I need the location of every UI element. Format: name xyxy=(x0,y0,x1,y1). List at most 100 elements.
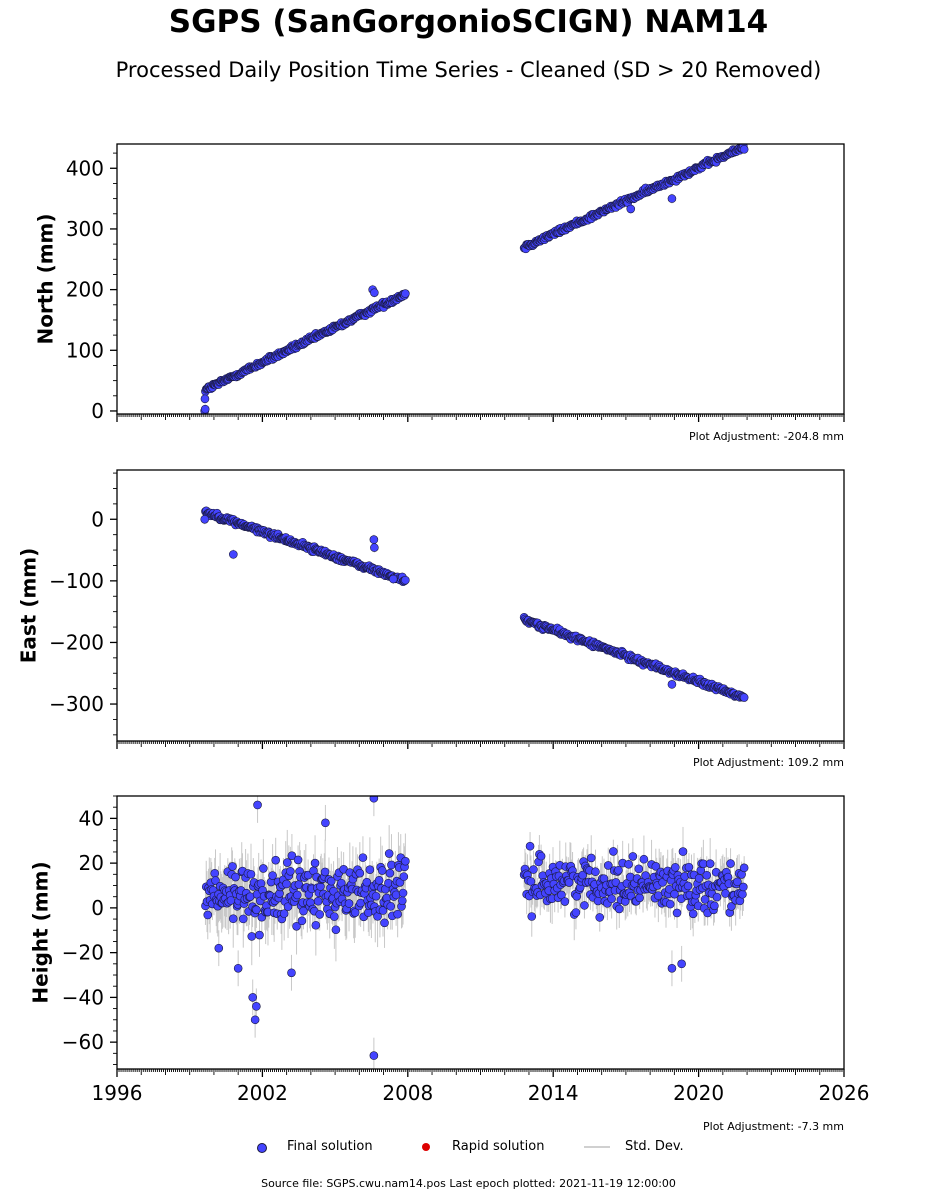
final-point xyxy=(386,902,396,911)
final-point xyxy=(384,849,394,858)
final-point xyxy=(634,864,644,874)
final-point xyxy=(286,867,295,876)
final-point xyxy=(536,851,546,861)
final-point xyxy=(739,693,749,702)
final-point xyxy=(271,855,280,865)
final-point xyxy=(293,890,302,900)
panel-0: 0 100 200 300 400 North (mm) Plot Adjustment: … xyxy=(34,143,845,443)
final-point xyxy=(344,899,354,908)
final-point xyxy=(578,870,588,880)
final-point xyxy=(624,859,633,869)
y-tick-label: −20 xyxy=(62,941,104,965)
final-point xyxy=(250,1015,260,1025)
final-point xyxy=(252,905,261,915)
final-point xyxy=(684,862,694,872)
final-point xyxy=(292,921,301,931)
final-point xyxy=(369,535,379,544)
final-point xyxy=(200,404,210,414)
final-point xyxy=(279,909,289,918)
final-point xyxy=(377,866,387,875)
final-point xyxy=(350,908,360,917)
final-point xyxy=(268,871,277,880)
final-point xyxy=(365,865,375,875)
final-point xyxy=(399,872,409,881)
final-point xyxy=(200,394,210,404)
chart-title: SGPS (SanGorgonioSCIGN) NAM14 xyxy=(168,4,769,40)
x-tick-label: 2026 xyxy=(819,1081,870,1105)
x-tick-label: 2014 xyxy=(528,1081,579,1105)
chart-subtitle: Processed Daily Position Time Series - C… xyxy=(115,58,822,82)
final-point xyxy=(700,895,710,904)
final-point xyxy=(326,876,336,886)
final-point xyxy=(670,889,679,899)
final-point xyxy=(297,916,307,926)
final-point xyxy=(739,145,749,154)
final-point xyxy=(526,877,536,886)
final-point xyxy=(571,908,581,917)
source-footer: Source file: SGPS.cwu.nam14.pos Last epo… xyxy=(261,1177,676,1190)
final-point xyxy=(330,912,339,921)
x-tick-label: 2020 xyxy=(673,1081,724,1105)
final-point xyxy=(639,854,649,864)
final-point xyxy=(248,993,258,1002)
final-point xyxy=(609,847,618,856)
x-tick-label: 2008 xyxy=(382,1081,433,1105)
final-point xyxy=(525,841,535,851)
x-tick-label: 1996 xyxy=(92,1081,143,1105)
final-point xyxy=(401,289,410,298)
y-tick-label: 0 xyxy=(91,896,104,920)
final-point xyxy=(651,862,661,871)
final-point xyxy=(238,914,248,924)
final-point xyxy=(672,908,682,918)
final-point xyxy=(527,912,537,921)
final-point xyxy=(247,932,257,941)
final-point xyxy=(712,892,722,902)
final-point xyxy=(683,881,693,891)
plot-frame xyxy=(116,143,845,415)
final-point xyxy=(671,863,680,872)
final-solution-marker-icon xyxy=(257,1143,267,1153)
final-point xyxy=(591,867,600,877)
final-point xyxy=(253,800,262,810)
y-tick-label: 20 xyxy=(79,851,104,875)
y-tick-label: −60 xyxy=(62,1030,104,1054)
final-point xyxy=(705,859,715,868)
y-tick-label: −100 xyxy=(49,569,104,593)
final-point xyxy=(313,896,323,906)
y-tick-label: 40 xyxy=(79,806,104,830)
final-point xyxy=(358,853,368,862)
final-point xyxy=(369,1051,379,1060)
legend-final-label: Final solution xyxy=(287,1139,373,1154)
final-point xyxy=(702,870,712,880)
legend-rapid-label: Rapid solution xyxy=(452,1139,545,1154)
final-point xyxy=(603,861,613,870)
final-point xyxy=(228,914,238,924)
plot-frame xyxy=(116,795,845,1070)
std-dev-line-icon xyxy=(584,1146,610,1148)
final-point xyxy=(733,877,742,887)
final-point xyxy=(200,514,210,524)
final-point xyxy=(586,853,596,863)
y-tick-label: 0 xyxy=(91,507,104,531)
final-point xyxy=(321,818,330,828)
final-point xyxy=(370,288,379,297)
final-point xyxy=(310,858,320,868)
final-point xyxy=(214,943,224,953)
final-point xyxy=(287,968,296,978)
y-axis-label: North (mm) xyxy=(34,213,58,344)
final-point xyxy=(293,855,303,865)
final-point xyxy=(726,859,735,868)
final-point xyxy=(228,862,237,871)
final-point xyxy=(393,909,402,919)
panel-1: 0 −100 −200 −300 East (mm) Plot Adjustment: 1… xyxy=(17,469,845,769)
final-point xyxy=(371,891,381,901)
final-point xyxy=(739,863,749,873)
final-point xyxy=(315,910,324,919)
data-points xyxy=(200,506,749,702)
final-point xyxy=(231,872,240,882)
final-point xyxy=(614,865,623,875)
final-point xyxy=(397,896,407,906)
plot-adjustment-label: Plot Adjustment: -7.3 mm xyxy=(703,1120,844,1133)
final-point xyxy=(677,959,686,969)
plot-adjustment-label: Plot Adjustment: -204.8 mm xyxy=(689,430,844,443)
